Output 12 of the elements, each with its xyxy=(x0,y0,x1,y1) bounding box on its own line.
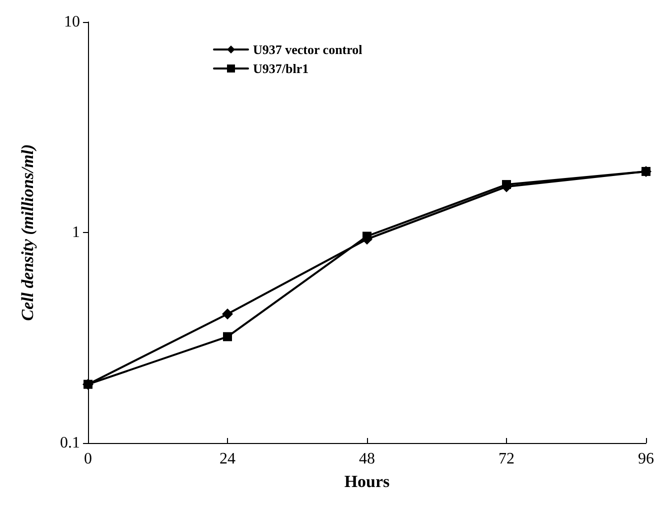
y-tick-label: 1 xyxy=(72,224,80,241)
x-tick-label: 0 xyxy=(84,450,92,468)
x-tick-label: 72 xyxy=(498,450,514,468)
y-tick-label: 0.1 xyxy=(60,434,80,452)
legend-label: U937 vector control xyxy=(253,42,363,57)
x-tick-label: 48 xyxy=(359,450,375,468)
y-tick-label: 10 xyxy=(64,14,80,30)
y-axis-title: Cell density (millions/ml) xyxy=(18,144,37,321)
x-axis-title: Hours xyxy=(344,472,390,491)
x-tick-label: 24 xyxy=(220,450,236,468)
legend-label: U937/blr1 xyxy=(253,61,309,76)
x-tick-label: 96 xyxy=(638,450,654,468)
